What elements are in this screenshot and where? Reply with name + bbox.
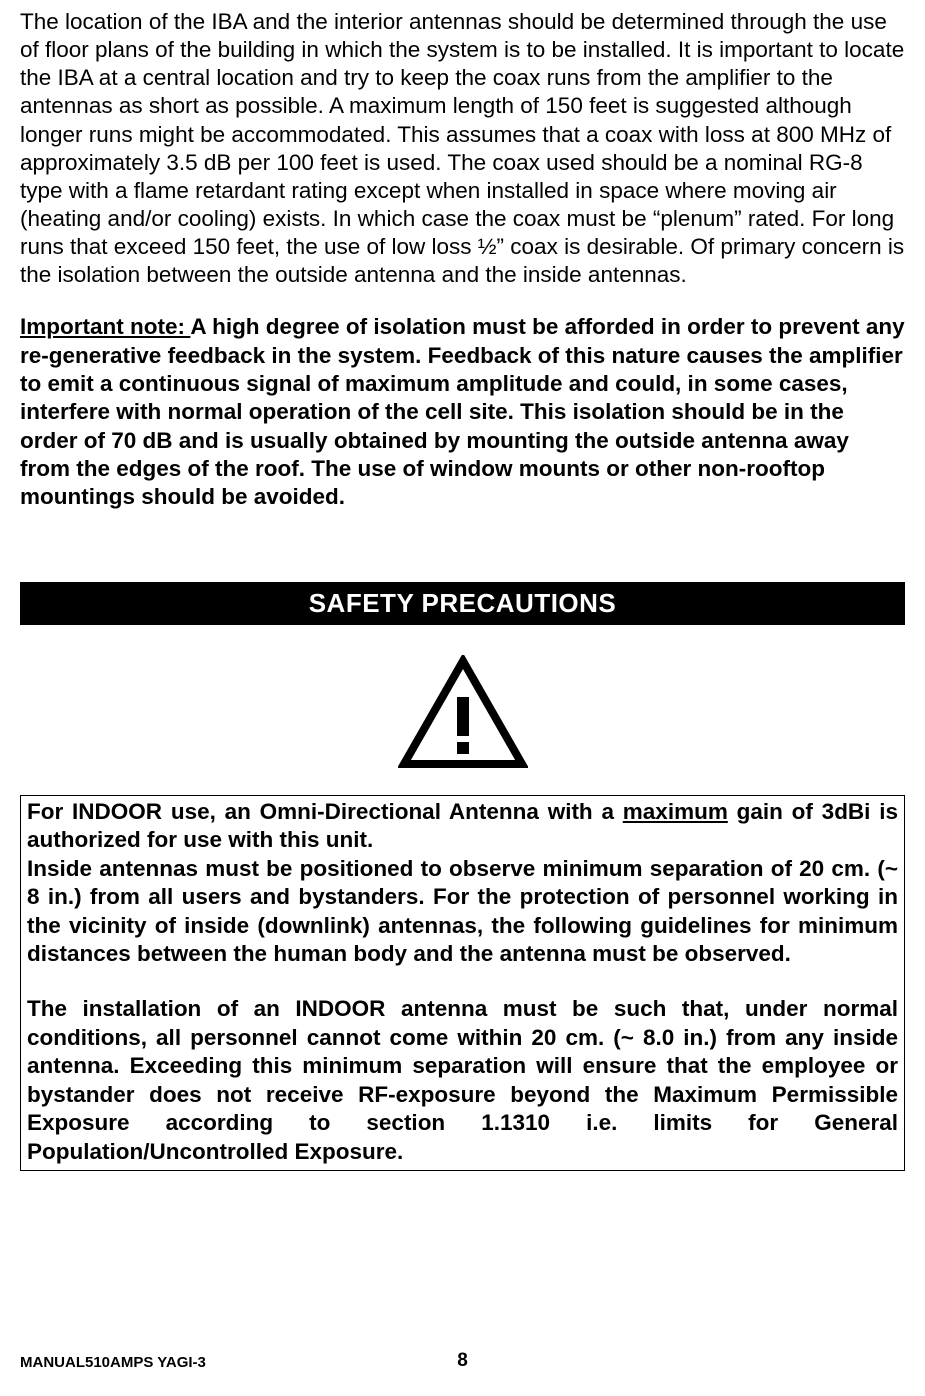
important-note-text: A high degree of isolation must be affor… xyxy=(20,314,905,509)
important-note: Important note: A high degree of isolati… xyxy=(20,313,905,511)
page-footer: MANUAL510AMPS YAGI-3 8 xyxy=(20,1354,905,1372)
safety-para-1-underlined: maximum xyxy=(623,799,728,824)
safety-box: For INDOOR use, an Omni-Directional Ante… xyxy=(20,795,905,1172)
safety-precautions-banner: SAFETY PRECAUTIONS xyxy=(20,582,905,625)
safety-para-1-prefix: For INDOOR use, an Omni-Directional Ante… xyxy=(27,799,623,824)
safety-para-1b: Inside antennas must be positioned to ob… xyxy=(27,856,898,967)
warning-triangle-icon xyxy=(20,655,905,775)
important-note-label: Important note: xyxy=(20,314,190,339)
intro-paragraph: The location of the IBA and the interior… xyxy=(20,8,905,289)
footer-doc-id: MANUAL510AMPS YAGI-3 xyxy=(20,1354,206,1371)
safety-para-2: The installation of an INDOOR antenna mu… xyxy=(27,995,898,1166)
safety-para-1: For INDOOR use, an Omni-Directional Ante… xyxy=(27,798,898,969)
footer-page-number: 8 xyxy=(457,1350,468,1372)
